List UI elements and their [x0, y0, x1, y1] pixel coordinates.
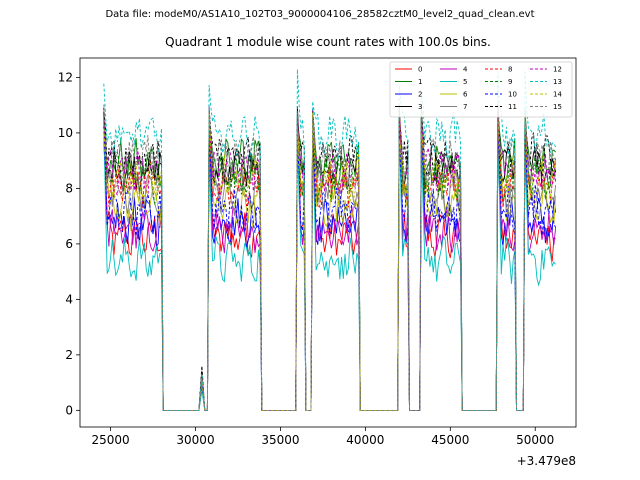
x-tick-label: 45000	[431, 433, 469, 447]
legend-label-1: 1	[418, 78, 422, 86]
x-tick-label: 30000	[176, 433, 214, 447]
series-line-8	[103, 104, 557, 411]
legend-label-4: 4	[463, 66, 468, 74]
chart-title: Quadrant 1 module wise count rates with …	[165, 35, 491, 49]
legend-label-13: 13	[553, 78, 562, 86]
y-tick-label: 12	[58, 70, 73, 84]
legend-label-2: 2	[418, 91, 422, 99]
legend-label-0: 0	[418, 66, 422, 74]
legend-label-8: 8	[508, 66, 512, 74]
axes-frame	[79, 57, 577, 428]
legend-label-5: 5	[463, 78, 467, 86]
legend-label-3: 3	[418, 103, 422, 111]
series-line-1	[103, 106, 556, 411]
y-tick-label: 4	[65, 292, 73, 306]
y-tick-label: 2	[65, 348, 73, 362]
x-offset-label: +3.479e8	[517, 454, 576, 468]
legend-label-12: 12	[553, 66, 562, 74]
x-tick-label: 50000	[516, 433, 554, 447]
series-layer	[103, 69, 557, 411]
ticks-layer: 25000 30000 35000 40000 45000 50000024681012+…	[58, 70, 576, 468]
y-tick-label: 6	[65, 237, 73, 251]
y-tick-label: 0	[65, 403, 73, 417]
series-line-15	[103, 104, 556, 411]
figure-suptitle: Data file: modeM0/AS1A10_102T03_90000041…	[105, 9, 535, 20]
legend-label-11: 11	[508, 103, 517, 111]
legend-label-14: 14	[553, 91, 562, 99]
legend-label-10: 10	[508, 91, 517, 99]
legend-label-7: 7	[463, 103, 467, 111]
x-tick-label: 25000	[91, 433, 129, 447]
y-tick-label: 10	[58, 126, 73, 140]
legend-label-6: 6	[463, 91, 468, 99]
x-tick-label: 40000	[346, 433, 384, 447]
legend-label-9: 9	[508, 78, 512, 86]
x-tick-label: 35000	[261, 433, 299, 447]
series-line-3	[103, 104, 557, 411]
legend-frame	[389, 61, 573, 118]
y-tick-label: 8	[65, 181, 73, 195]
legend-label-15: 15	[553, 103, 562, 111]
